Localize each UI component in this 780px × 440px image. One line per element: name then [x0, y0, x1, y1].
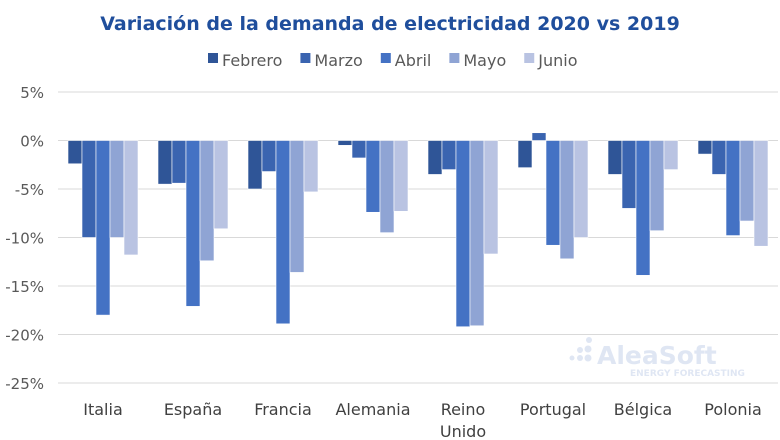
bar-abril — [275, 140, 291, 325]
legend-label: Marzo — [314, 51, 362, 70]
bar-febrero — [607, 140, 623, 175]
bar-febrero — [157, 140, 173, 185]
legend-label: Junio — [537, 51, 577, 70]
legend-swatch — [300, 53, 311, 63]
bar-abril — [635, 140, 651, 276]
bar-marzo — [711, 140, 727, 175]
bar-mayo — [559, 140, 575, 260]
y-tick-label: -10% — [5, 230, 44, 248]
bar-mayo — [199, 140, 215, 262]
bar-febrero — [517, 140, 533, 168]
legend-label: Febrero — [222, 51, 282, 70]
bar-mayo — [649, 140, 665, 232]
bar-abril — [185, 140, 201, 307]
legend-swatch — [524, 53, 535, 63]
bar-abril — [455, 140, 471, 328]
x-tick-label: Francia — [254, 400, 312, 419]
bar-febrero — [247, 140, 263, 190]
bar-abril — [545, 140, 561, 246]
aleasoft-watermark: AleaSoft ENERGY FORECASTING — [569, 337, 745, 379]
legend: Febrero Marzo Abril Mayo Junio — [208, 51, 577, 70]
bar-mayo — [469, 140, 485, 327]
bar-febrero — [337, 140, 353, 146]
bar-marzo — [171, 140, 187, 184]
bar-marzo — [351, 140, 367, 159]
watermark-tagline: ENERGY FORECASTING — [630, 369, 745, 379]
x-tick-label: Italia — [83, 400, 123, 419]
x-tick-label: Alemania — [335, 400, 410, 419]
bar-junio — [483, 140, 499, 255]
bar-junio — [393, 140, 409, 212]
legend-swatch — [449, 53, 460, 63]
bar-junio — [753, 140, 769, 247]
bar-junio — [123, 140, 139, 256]
x-tick-label: España — [164, 400, 222, 419]
bar-junio — [213, 140, 229, 230]
bar-mayo — [379, 140, 395, 233]
bar-junio — [663, 140, 679, 170]
x-axis-labels: Italia España Francia Alemania Reino Unido Por… — [83, 400, 762, 440]
x-tick-label: Portugal — [520, 400, 586, 419]
bar-febrero — [67, 140, 83, 165]
y-tick-label: 5% — [20, 84, 44, 102]
x-tick-label: Polonia — [704, 400, 762, 419]
legend-swatch — [208, 53, 218, 63]
bar-abril — [95, 140, 111, 316]
bar-mayo — [109, 140, 125, 238]
bar-abril — [725, 140, 741, 236]
legend-swatch — [380, 53, 391, 63]
bar-junio — [573, 140, 589, 238]
bar-mayo — [739, 140, 755, 222]
y-tick-label: -15% — [5, 278, 44, 296]
legend-label: Abril — [395, 51, 432, 70]
x-tick-label: Reino Unido — [440, 400, 486, 440]
x-tick-label: Bélgica — [614, 400, 672, 419]
y-tick-label: -25% — [5, 375, 44, 393]
bar-mayo — [289, 140, 305, 273]
bar-febrero — [427, 140, 443, 175]
bar-marzo — [441, 140, 457, 170]
gridlines: 5% 0% -5% -10% -15% -20% -25% — [5, 84, 778, 393]
y-tick-label: -20% — [5, 327, 44, 345]
watermark-brand: AleaSoft — [597, 341, 717, 370]
bars — [67, 132, 769, 328]
bar-junio — [303, 140, 319, 193]
chart-title: Variación de la demanda de electricidad … — [100, 13, 680, 35]
bar-abril — [365, 140, 381, 213]
bar-marzo — [531, 132, 547, 141]
bar-marzo — [621, 140, 637, 209]
bar-marzo — [261, 140, 277, 172]
y-tick-label: -5% — [15, 181, 44, 199]
y-tick-label: 0% — [20, 133, 44, 151]
bar-marzo — [81, 140, 97, 238]
legend-label: Mayo — [463, 51, 506, 70]
bar-febrero — [697, 140, 713, 155]
